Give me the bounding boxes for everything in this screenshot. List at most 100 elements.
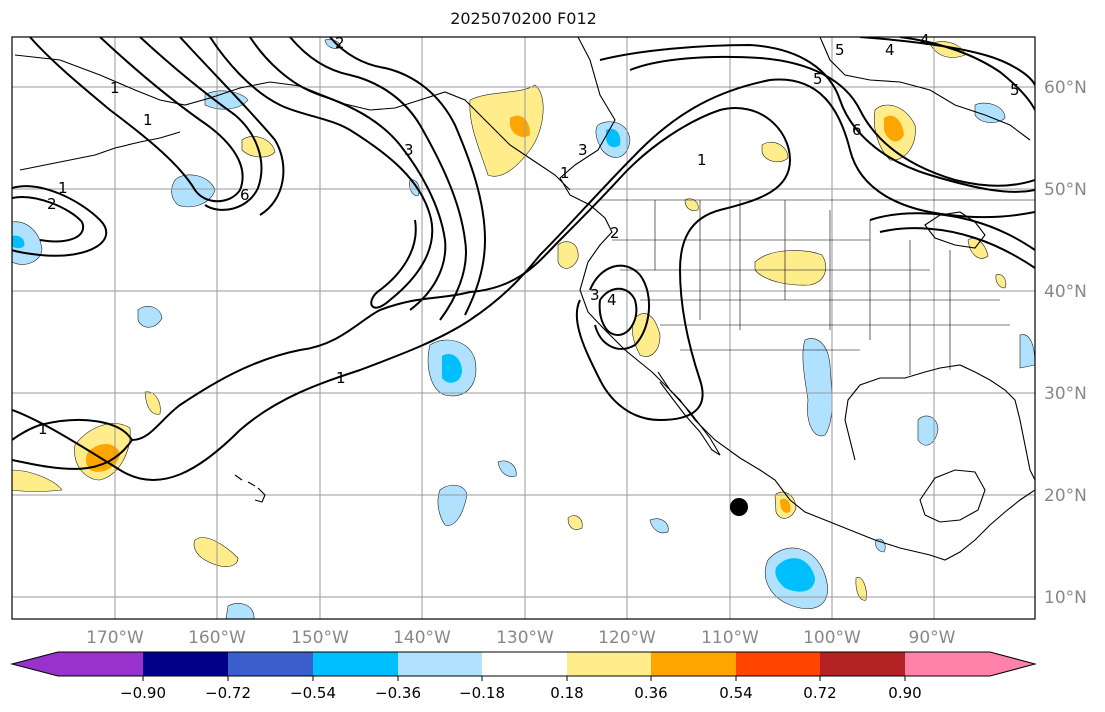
contour-trough-3 xyxy=(179,37,285,216)
negative-anomaly-core xyxy=(606,128,621,148)
map-frame xyxy=(11,36,1036,620)
state-borders xyxy=(600,199,1035,375)
positive-anomaly-region xyxy=(855,577,867,601)
colorbar-segment xyxy=(567,652,651,676)
positive-anomaly-region xyxy=(144,391,161,415)
negative-anomaly-region xyxy=(137,305,163,328)
contour-label: 1 xyxy=(110,79,120,97)
contour-label: 1 xyxy=(143,111,153,129)
positive-anomaly-region xyxy=(995,274,1007,289)
coastlines xyxy=(14,37,1035,561)
lat-label: 50°N xyxy=(1044,180,1087,200)
map-title: 2025070200 F012 xyxy=(450,9,597,28)
negative-anomaly-region xyxy=(409,179,420,197)
graticule xyxy=(12,37,1035,619)
hudson-bay xyxy=(819,37,1031,141)
contour-ridge-3 xyxy=(289,37,467,321)
contour-sw-low xyxy=(589,264,651,350)
positive-anomaly-core xyxy=(884,115,904,142)
colorbar-segment-extend-high xyxy=(990,652,1035,676)
positive-anomaly-core xyxy=(780,498,791,513)
colorbar-tick: −0.36 xyxy=(375,684,421,702)
baja-california xyxy=(657,371,721,456)
longitude-labels: 170°W 160°W 150°W 140°W 130°W 120°W 110°… xyxy=(86,628,956,648)
colorbar-tick: 0.90 xyxy=(888,684,921,702)
contour-label: 1 xyxy=(58,179,68,197)
contour-label: 4 xyxy=(607,291,617,309)
contour-trough-1 xyxy=(29,37,244,203)
positive-anomaly-region xyxy=(761,141,789,163)
contour-1-long xyxy=(12,107,792,470)
colorbar-segment xyxy=(905,652,990,676)
colorbar-segment xyxy=(58,652,143,676)
negative-anomaly-region xyxy=(974,102,1006,123)
contour-label: 6 xyxy=(240,186,250,204)
alaska-coast xyxy=(14,54,571,191)
yucatan-coast xyxy=(919,469,986,523)
positive-anomaly-region xyxy=(684,198,699,211)
contour-label: 4 xyxy=(920,31,930,49)
positive-anomaly-region xyxy=(557,241,579,269)
lon-label: 90°W xyxy=(909,628,956,648)
contour-label: 2 xyxy=(335,34,345,52)
lon-label: 150°W xyxy=(291,628,349,648)
lat-label: 60°N xyxy=(1044,78,1087,98)
positive-anomaly-region xyxy=(754,250,826,286)
colorbar-segment xyxy=(482,652,567,676)
lat-label: 30°N xyxy=(1044,384,1087,404)
contour-label: 5 xyxy=(1010,81,1020,99)
negative-anomaly-core xyxy=(12,235,25,249)
negative-anomaly-region xyxy=(497,460,517,477)
contour-label: 5 xyxy=(813,70,823,88)
positive-anomaly-region xyxy=(631,313,661,357)
positive-anomaly-region xyxy=(567,515,583,530)
contour-ne-4 xyxy=(899,37,1035,111)
negative-anomaly-region xyxy=(917,415,939,446)
contour-1-outer xyxy=(12,78,1035,481)
negative-anomaly-region xyxy=(204,90,249,110)
lon-label: 170°W xyxy=(86,628,144,648)
contour-ne-2 xyxy=(629,55,1035,187)
colorbar-tick: 0.72 xyxy=(803,684,836,702)
negative-anomaly-core xyxy=(775,558,815,592)
shaded-anomalies xyxy=(12,39,1035,619)
positive-anomaly-region xyxy=(193,537,239,567)
colorbar-tick: 0.18 xyxy=(550,684,583,702)
contour-label: 2 xyxy=(610,224,620,242)
contour-label: 3 xyxy=(404,141,414,159)
contour-label: 4 xyxy=(885,41,895,59)
lon-label: 110°W xyxy=(701,628,759,648)
contour-ne-3 xyxy=(859,37,1035,86)
colorbar-segment xyxy=(398,652,482,676)
contour-label: 1 xyxy=(38,420,48,438)
contour-label: 3 xyxy=(590,286,600,304)
negative-anomaly-core xyxy=(442,353,462,383)
contour-1-west xyxy=(12,185,108,257)
hawaii-islands xyxy=(234,474,266,503)
colorbar-ticks: −0.90 −0.72 −0.54 −0.36 −0.18 0.18 0.36 … xyxy=(120,684,922,702)
colorbar-tick-marks xyxy=(142,676,906,681)
contour-lakes xyxy=(869,212,1035,269)
colorbar-segment xyxy=(651,652,736,676)
latitude-labels: 60°N 50°N 40°N 30°N 20°N 10°N xyxy=(1044,78,1087,608)
lon-label: 120°W xyxy=(598,628,656,648)
colorbar-segment xyxy=(313,652,398,676)
contour-label-group: 1 2 3 5 6 4 1 1 1 2 3 4 5 6 5 4 1 1 1 2 … xyxy=(38,31,1020,438)
lat-label: 10°N xyxy=(1044,588,1087,608)
lon-label: 130°W xyxy=(496,628,554,648)
colorbar-tick: −0.72 xyxy=(205,684,251,702)
position-marker xyxy=(730,498,748,516)
positive-anomaly-region xyxy=(12,469,63,492)
contour-ridge-1 xyxy=(209,37,434,309)
colorbar-segment xyxy=(820,652,905,676)
colorbar-segment xyxy=(736,652,820,676)
contour-label: 6 xyxy=(852,121,862,139)
contour-label: 2 xyxy=(47,195,57,213)
contour-ridge-4 xyxy=(329,37,487,316)
contour-label: 1 xyxy=(336,369,346,387)
contour-label: 3 xyxy=(578,141,588,159)
contour-lines xyxy=(12,37,1035,481)
colorbar-tick: −0.90 xyxy=(120,684,166,702)
contour-label: 1 xyxy=(560,164,570,182)
